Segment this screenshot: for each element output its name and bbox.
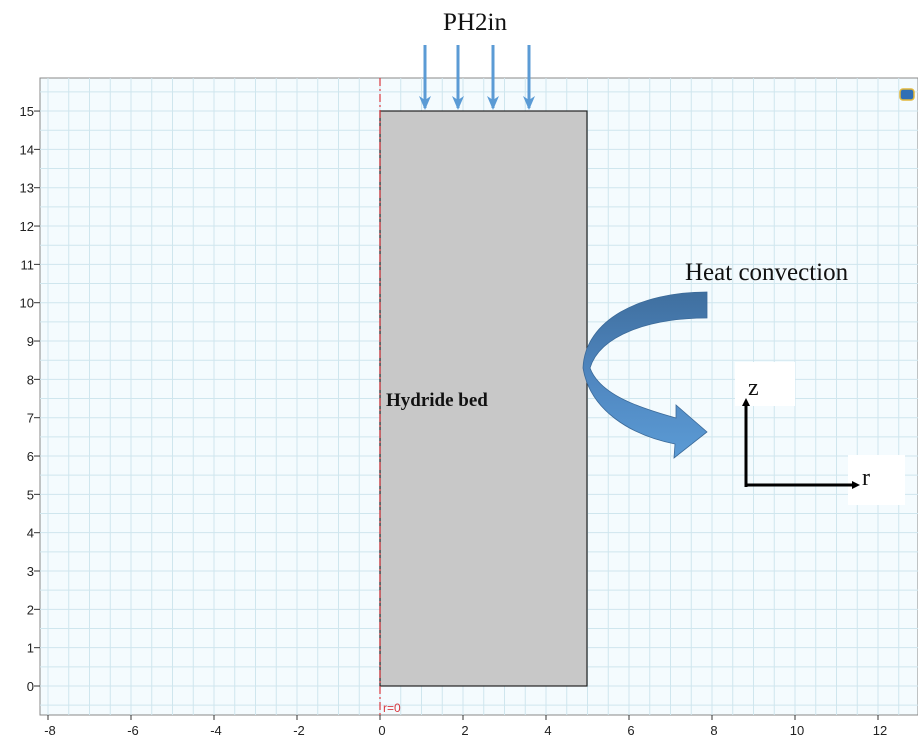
y-tick-label: 1 [27, 641, 34, 656]
z-label: z [748, 375, 759, 401]
y-tick-label: 0 [27, 679, 34, 694]
convection-arrow [582, 291, 708, 459]
x-tick-label: 10 [790, 723, 804, 738]
x-tick-label: 4 [544, 723, 551, 738]
symmetry-label: r=0 [383, 701, 401, 715]
z-box [735, 362, 795, 406]
x-tick-label: 0 [378, 723, 385, 738]
toolbar-icon[interactable] [899, 88, 915, 101]
convection-label: Heat convection [685, 259, 849, 286]
x-tick-label: 8 [710, 723, 717, 738]
y-tick-label: 13 [20, 181, 34, 196]
y-tick-label: 14 [20, 142, 34, 157]
y-tick-label: 11 [21, 257, 35, 272]
y-tick-label: 5 [27, 487, 34, 502]
x-tick-label: 2 [461, 723, 468, 738]
x-tick-label: -2 [293, 723, 305, 738]
y-tick-label: 4 [27, 526, 34, 541]
y-tick-label: 6 [27, 449, 34, 464]
y-tick-label: 9 [27, 334, 34, 349]
x-tick-label: 12 [873, 723, 887, 738]
x-tick-label: -6 [127, 723, 139, 738]
x-tick-label: -8 [44, 723, 56, 738]
y-tick-label: 2 [27, 602, 34, 617]
y-tick-label: 3 [27, 564, 34, 579]
hydride-bed [379, 110, 588, 687]
r-box [848, 455, 905, 505]
y-tick-label: 12 [20, 219, 34, 234]
y-tick-label: 10 [20, 296, 34, 311]
y-tick-label: 8 [27, 372, 34, 387]
top-label: PH2in [443, 9, 507, 36]
y-tick-label: 15 [20, 104, 34, 119]
y-tick-label: 7 [27, 411, 34, 426]
x-tick-label: 6 [627, 723, 634, 738]
x-tick-label: -4 [210, 723, 222, 738]
domain-label: Hydride bed [386, 390, 488, 411]
inflow-arrows [419, 45, 535, 110]
r-label: r [862, 465, 870, 491]
